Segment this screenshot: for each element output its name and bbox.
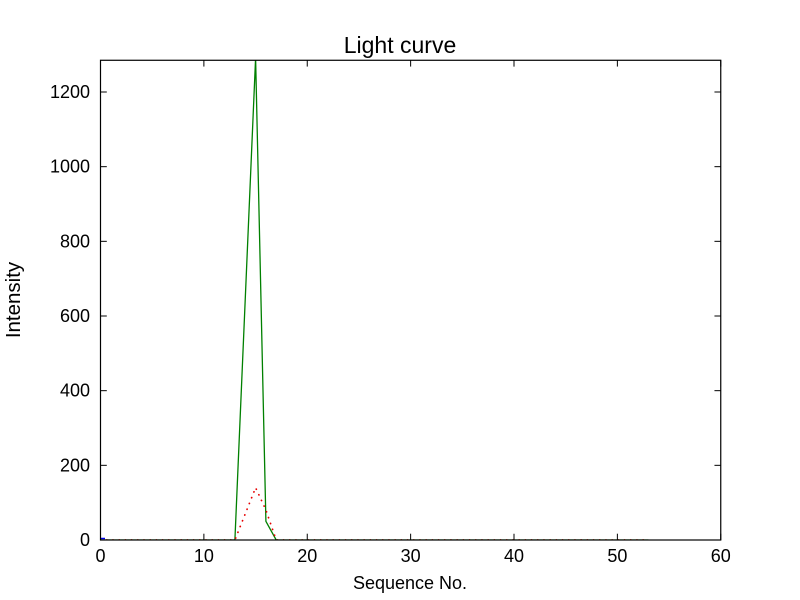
svg-text:30: 30	[401, 546, 421, 566]
svg-text:0: 0	[80, 530, 90, 550]
svg-text:800: 800	[60, 231, 90, 251]
svg-text:10: 10	[194, 546, 214, 566]
svg-text:600: 600	[60, 306, 90, 326]
svg-text:40: 40	[504, 546, 524, 566]
svg-text:1000: 1000	[50, 157, 90, 177]
svg-text:400: 400	[60, 381, 90, 401]
svg-text:Intensity: Intensity	[2, 261, 25, 338]
svg-text:1200: 1200	[50, 82, 90, 102]
svg-text:0: 0	[95, 546, 105, 566]
svg-text:Light curve: Light curve	[344, 32, 457, 58]
svg-text:Sequence No.: Sequence No.	[353, 573, 467, 593]
svg-text:50: 50	[607, 546, 627, 566]
svg-text:20: 20	[297, 546, 317, 566]
svg-text:200: 200	[60, 455, 90, 475]
svg-text:60: 60	[711, 546, 731, 566]
